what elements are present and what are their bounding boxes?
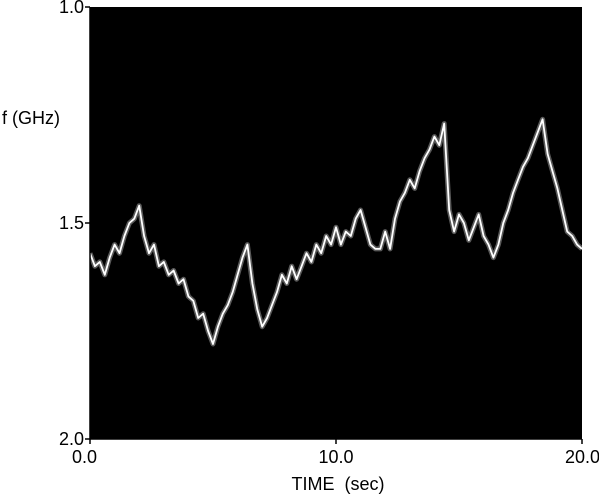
y-axis-label: f (GHz)	[2, 108, 60, 128]
x-tick-label: 0.0	[72, 447, 97, 467]
plot-area	[90, 7, 582, 439]
axes: 1.0 1.5 2.00.0 10.0 20.0	[59, 0, 599, 467]
trace-line	[89, 118, 583, 345]
x-tick-label: 10.0	[318, 447, 353, 467]
y-tick-label: 1.0	[59, 0, 84, 17]
y-tick-label: 1.5	[59, 213, 84, 233]
x-tick-label: 20.0	[565, 447, 599, 467]
frequency-trace	[87, 116, 584, 347]
x-axis-label: TIME (sec)	[292, 474, 385, 494]
y-tick-label: 2.0	[59, 429, 84, 449]
